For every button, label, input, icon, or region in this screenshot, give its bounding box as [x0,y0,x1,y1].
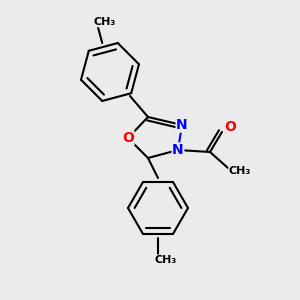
Text: N: N [176,118,188,132]
Text: N: N [172,143,184,157]
Text: CH₃: CH₃ [94,17,116,27]
Text: O: O [224,120,236,134]
Text: CH₃: CH₃ [155,255,177,265]
Text: O: O [122,131,134,145]
Text: CH₃: CH₃ [229,166,251,176]
